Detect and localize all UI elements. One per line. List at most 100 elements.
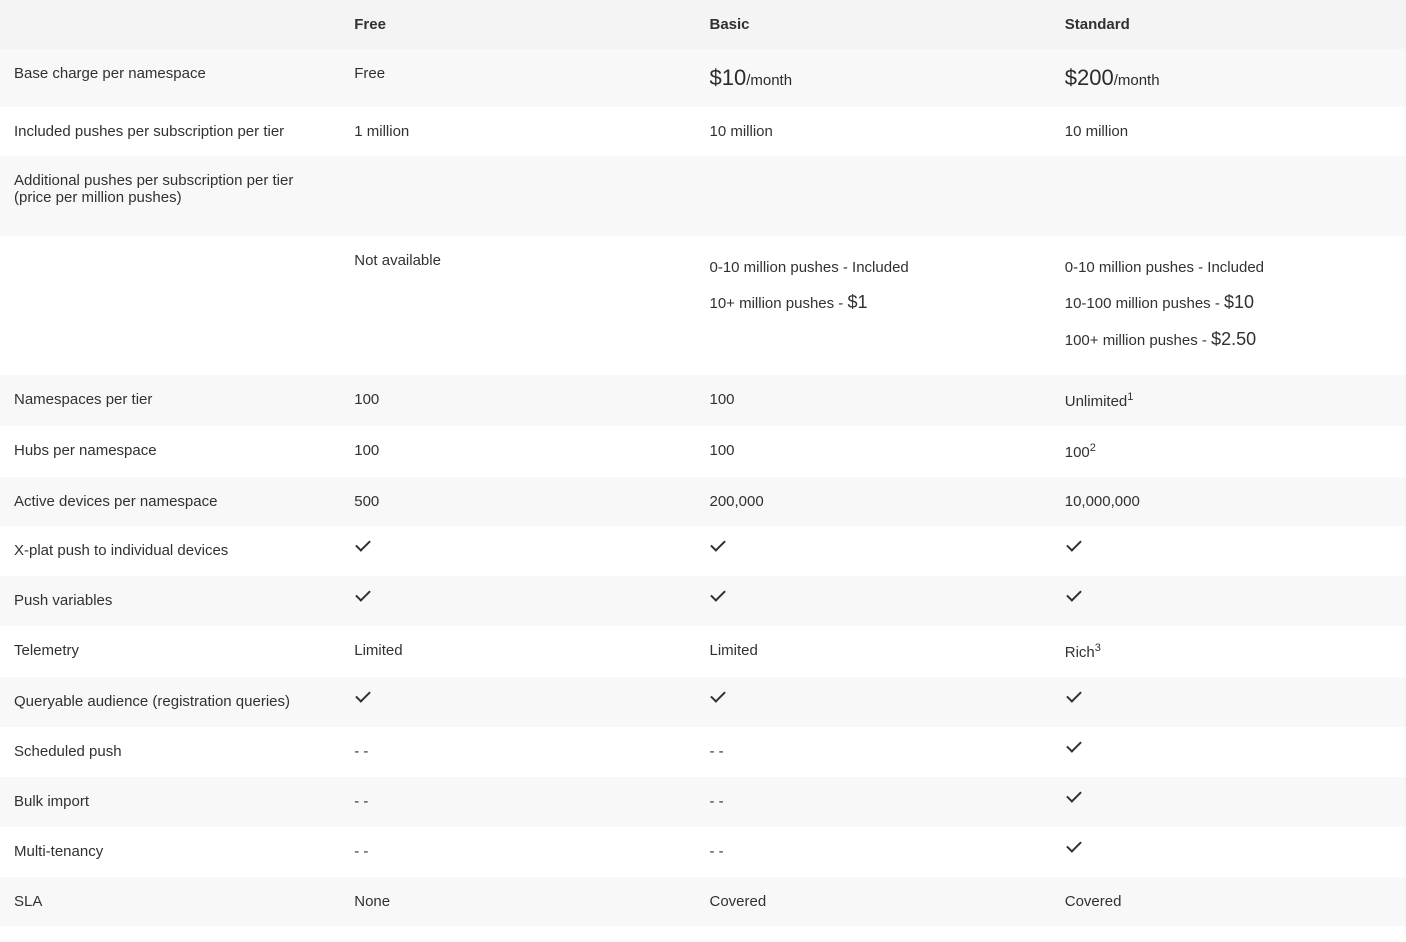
- push-line: 0-10 million pushes - Included: [709, 252, 1036, 284]
- cell-ns-standard: Unlimited1: [1051, 375, 1406, 426]
- price-standard-unit: /month: [1114, 72, 1160, 89]
- cell-sla-basic: Covered: [695, 877, 1050, 926]
- check-icon: [354, 693, 372, 707]
- cell-base-standard: $200/month: [1051, 49, 1406, 107]
- cell-bi-free: - -: [340, 777, 695, 827]
- row-hubs: Hubs per namespace 100 100 1002: [0, 426, 1406, 477]
- row-telemetry: Telemetry Limited Limited Rich3: [0, 626, 1406, 677]
- pricing-table: Free Basic Standard Base charge per name…: [0, 0, 1406, 926]
- row-scheduled: Scheduled push - - - -: [0, 727, 1406, 777]
- header-empty: [0, 0, 340, 49]
- price-basic-unit: /month: [746, 72, 792, 89]
- label-base-charge: Base charge per namespace: [0, 49, 340, 107]
- row-sla: SLA None Covered Covered: [0, 877, 1406, 926]
- header-free: Free: [340, 0, 695, 49]
- footnote-1: 1: [1127, 391, 1133, 403]
- cell-tel-standard: Rich3: [1051, 626, 1406, 677]
- footnote-2: 2: [1090, 442, 1096, 454]
- check-icon: [1065, 743, 1083, 757]
- cell-add-basic: 0-10 million pushes - Included 10+ milli…: [695, 236, 1050, 375]
- label-sla: SLA: [0, 877, 340, 926]
- row-base-charge: Base charge per namespace Free $10/month…: [0, 49, 1406, 107]
- cell-tel-free: Limited: [340, 626, 695, 677]
- cell-mt-basic: - -: [695, 827, 1050, 877]
- cell-included-standard: 10 million: [1051, 107, 1406, 156]
- label-additional: Additional pushes per subscription per t…: [0, 156, 340, 236]
- row-namespaces: Namespaces per tier 100 100 Unlimited1: [0, 375, 1406, 426]
- label-scheduled: Scheduled push: [0, 727, 340, 777]
- label-hubs: Hubs per namespace: [0, 426, 340, 477]
- label-multitenancy: Multi-tenancy: [0, 827, 340, 877]
- push-line: 10-100 million pushes - $10: [1065, 284, 1392, 322]
- cell-hubs-free: 100: [340, 426, 695, 477]
- row-xplat: X-plat push to individual devices: [0, 526, 1406, 576]
- row-additional-header: Additional pushes per subscription per t…: [0, 156, 1406, 236]
- cell-q-standard: [1051, 677, 1406, 727]
- cell-hubs-standard: 1002: [1051, 426, 1406, 477]
- push-line: 10+ million pushes - $1: [709, 284, 1036, 322]
- cell-pv-standard: [1051, 576, 1406, 626]
- cell-pv-basic: [695, 576, 1050, 626]
- cell-sla-standard: Covered: [1051, 877, 1406, 926]
- row-pushvars: Push variables: [0, 576, 1406, 626]
- price-standard-amount: $200: [1065, 65, 1114, 90]
- push-line: 100+ million pushes - $2.50: [1065, 321, 1392, 359]
- cell-hubs-basic: 100: [695, 426, 1050, 477]
- cell-included-free: 1 million: [340, 107, 695, 156]
- header-standard: Standard: [1051, 0, 1406, 49]
- cell-sla-free: None: [340, 877, 695, 926]
- cell-xplat-standard: [1051, 526, 1406, 576]
- cell-pv-free: [340, 576, 695, 626]
- cell-add-free: Not available: [340, 236, 695, 375]
- check-icon: [1065, 793, 1083, 807]
- cell-sch-basic: - -: [695, 727, 1050, 777]
- header-basic: Basic: [695, 0, 1050, 49]
- check-icon: [1065, 843, 1083, 857]
- cell-tel-basic: Limited: [695, 626, 1050, 677]
- cell-dev-basic: 200,000: [695, 477, 1050, 526]
- header-row: Free Basic Standard: [0, 0, 1406, 49]
- cell-ns-free: 100: [340, 375, 695, 426]
- push-line: 0-10 million pushes - Included: [1065, 252, 1392, 284]
- row-multitenancy: Multi-tenancy - - - -: [0, 827, 1406, 877]
- row-included-pushes: Included pushes per subscription per tie…: [0, 107, 1406, 156]
- cell-bi-standard: [1051, 777, 1406, 827]
- label-telemetry: Telemetry: [0, 626, 340, 677]
- row-bulkimport: Bulk import - - - -: [0, 777, 1406, 827]
- cell-sch-free: - -: [340, 727, 695, 777]
- cell-q-free: [340, 677, 695, 727]
- label-bulkimport: Bulk import: [0, 777, 340, 827]
- cell-included-basic: 10 million: [695, 107, 1050, 156]
- row-queryable: Queryable audience (registration queries…: [0, 677, 1406, 727]
- check-icon: [354, 592, 372, 606]
- cell-q-basic: [695, 677, 1050, 727]
- cell-xplat-basic: [695, 526, 1050, 576]
- cell-mt-standard: [1051, 827, 1406, 877]
- row-active-devices: Active devices per namespace 500 200,000…: [0, 477, 1406, 526]
- cell-sch-standard: [1051, 727, 1406, 777]
- price-basic-amount: $10: [709, 65, 746, 90]
- label-xplat: X-plat push to individual devices: [0, 526, 340, 576]
- cell-dev-standard: 10,000,000: [1051, 477, 1406, 526]
- check-icon: [1065, 542, 1083, 556]
- row-additional-detail: Not available 0-10 million pushes - Incl…: [0, 236, 1406, 375]
- label-namespaces: Namespaces per tier: [0, 375, 340, 426]
- cell-xplat-free: [340, 526, 695, 576]
- label-included: Included pushes per subscription per tie…: [0, 107, 340, 156]
- check-icon: [709, 542, 727, 556]
- cell-base-basic: $10/month: [695, 49, 1050, 107]
- label-devices: Active devices per namespace: [0, 477, 340, 526]
- check-icon: [709, 592, 727, 606]
- cell-mt-free: - -: [340, 827, 695, 877]
- label-queryable: Queryable audience (registration queries…: [0, 677, 340, 727]
- check-icon: [709, 693, 727, 707]
- cell-bi-basic: - -: [695, 777, 1050, 827]
- cell-base-free: Free: [340, 49, 695, 107]
- cell-add-standard: 0-10 million pushes - Included 10-100 mi…: [1051, 236, 1406, 375]
- cell-dev-free: 500: [340, 477, 695, 526]
- check-icon: [354, 542, 372, 556]
- footnote-3: 3: [1095, 642, 1101, 654]
- cell-ns-basic: 100: [695, 375, 1050, 426]
- check-icon: [1065, 693, 1083, 707]
- check-icon: [1065, 592, 1083, 606]
